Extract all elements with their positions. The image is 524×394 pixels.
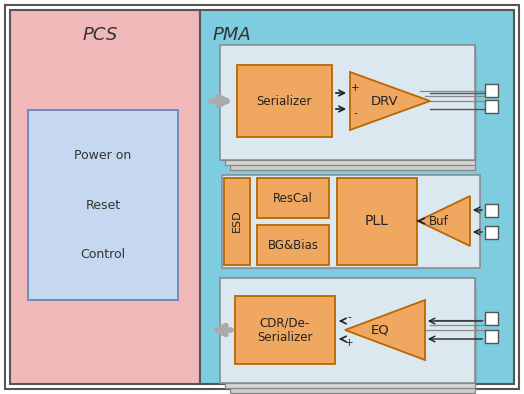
Bar	[485, 330, 498, 343]
Bar	[230, 55, 475, 170]
Bar	[485, 312, 498, 325]
Bar	[10, 10, 200, 384]
Text: ESD: ESD	[232, 210, 242, 232]
Text: Buf: Buf	[429, 214, 449, 227]
Text: -: -	[353, 108, 357, 118]
Bar	[485, 84, 498, 97]
Bar	[337, 178, 417, 265]
Text: PMA: PMA	[213, 26, 252, 44]
Bar	[257, 178, 329, 218]
Text: BG&Bias: BG&Bias	[267, 238, 319, 251]
Bar	[220, 45, 475, 160]
Text: ResCal: ResCal	[273, 191, 313, 204]
Text: PCS: PCS	[82, 26, 117, 44]
Bar	[485, 100, 498, 113]
Bar	[257, 225, 329, 265]
Text: +: +	[345, 338, 353, 348]
Bar	[237, 65, 332, 137]
Bar	[224, 178, 250, 265]
Text: DRV: DRV	[371, 95, 399, 108]
Polygon shape	[345, 300, 425, 360]
Text: -: -	[347, 312, 351, 322]
Text: EQ: EQ	[370, 323, 389, 336]
Text: CDR/De-
Serializer: CDR/De- Serializer	[257, 316, 313, 344]
Bar	[225, 283, 475, 388]
Bar	[220, 278, 475, 383]
Text: Power on

Reset

Control: Power on Reset Control	[74, 149, 132, 262]
Bar	[222, 175, 480, 268]
Bar	[485, 204, 498, 217]
Bar	[220, 45, 475, 160]
Text: PLL: PLL	[365, 214, 389, 228]
Bar	[200, 10, 514, 384]
Polygon shape	[418, 196, 470, 246]
Text: +: +	[351, 83, 359, 93]
Bar	[235, 296, 335, 364]
Bar	[230, 288, 475, 393]
Polygon shape	[350, 72, 430, 130]
Bar	[28, 110, 178, 300]
Bar	[485, 226, 498, 239]
Bar	[225, 50, 475, 165]
Text: Serializer: Serializer	[256, 95, 312, 108]
Bar	[220, 278, 475, 383]
